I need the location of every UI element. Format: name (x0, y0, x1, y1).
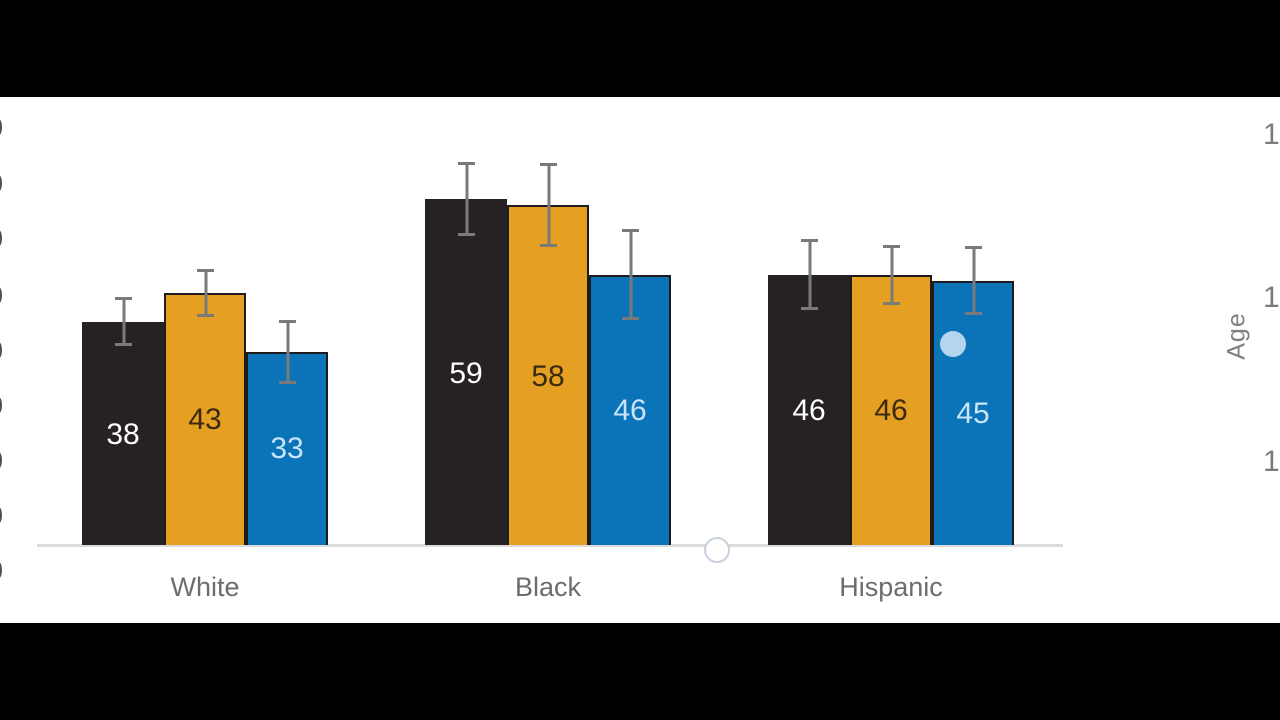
error-bar-line (629, 229, 632, 320)
error-bar-line (122, 297, 125, 346)
left-axis-tick-label: 0 (0, 556, 3, 587)
right-axis-tick-label: 1 (1263, 118, 1280, 151)
error-bar-line (972, 246, 975, 315)
error-bar-cap-bottom (965, 312, 982, 315)
right-axis-tick-label: 1 (1263, 281, 1280, 314)
error-bar-cap-bottom (540, 244, 557, 247)
left-axis-tick-label: 0 (0, 501, 3, 532)
bar-black-orange (507, 205, 589, 545)
left-axis-tick-label: 0 (0, 281, 3, 312)
left-axis-tick-label: 0 (0, 336, 3, 367)
category-label-hispanic: Hispanic (839, 572, 943, 602)
bar-value-label: 33 (270, 432, 304, 465)
bar-value-label: 45 (956, 397, 990, 430)
error-bar (197, 269, 214, 317)
bar-value-label: 46 (792, 394, 826, 427)
category-label-white: White (170, 572, 240, 602)
error-bar-cap-bottom (279, 381, 296, 384)
left-axis-tick-label: 0 (0, 391, 3, 422)
error-bar-line (808, 239, 811, 310)
bar-value-label: 46 (874, 394, 908, 427)
bar-white-orange (164, 293, 246, 545)
left-axis-tick-label: 0 (0, 446, 3, 477)
error-bar-line (465, 162, 468, 236)
bar-white-dark (82, 322, 164, 545)
resize-handle[interactable] (704, 537, 730, 563)
error-bar-cap-bottom (197, 314, 214, 317)
error-bar-cap-bottom (458, 233, 475, 236)
error-bar-line (286, 320, 289, 384)
bar-value-label: 43 (188, 403, 222, 436)
bar-hispanic-dark (768, 275, 850, 545)
error-bar (622, 229, 639, 320)
bar-value-label: 59 (449, 357, 483, 390)
x-axis-line (37, 544, 1063, 547)
bar-value-label: 38 (106, 418, 140, 451)
error-bar (883, 245, 900, 305)
left-axis-tick-label: 0 (0, 113, 3, 144)
right-axis-title: Age (1222, 312, 1251, 360)
bar-black-blue (589, 275, 671, 545)
bar-hispanic-orange (850, 275, 932, 545)
left-axis-tick-label: 0 (0, 169, 3, 200)
error-bar (115, 297, 132, 346)
error-bar (965, 246, 982, 315)
error-bar-cap-bottom (883, 302, 900, 305)
bar-white-blue (246, 352, 328, 545)
bar-black-dark (425, 199, 507, 545)
error-bar-cap-bottom (622, 317, 639, 320)
error-bar (458, 162, 475, 236)
error-bar-cap-bottom (115, 343, 132, 346)
left-axis-tick-label: 0 (0, 224, 3, 255)
bar-hispanic-blue (932, 281, 1014, 545)
category-label-black: Black (514, 572, 582, 602)
error-bar-cap-bottom (801, 307, 818, 310)
letterbox-bottom (0, 623, 1280, 720)
error-bar-line (890, 245, 893, 305)
bar-value-label: 46 (613, 394, 647, 427)
right-axis-tick-label: 1 (1263, 445, 1280, 478)
pointer-dot-marker (940, 331, 966, 357)
error-bar (801, 239, 818, 310)
bar-value-label: 58 (531, 360, 565, 393)
error-bar (279, 320, 296, 384)
letterbox-top (0, 0, 1280, 97)
error-bar (540, 163, 557, 247)
error-bar-line (547, 163, 550, 247)
error-bar-line (204, 269, 207, 317)
